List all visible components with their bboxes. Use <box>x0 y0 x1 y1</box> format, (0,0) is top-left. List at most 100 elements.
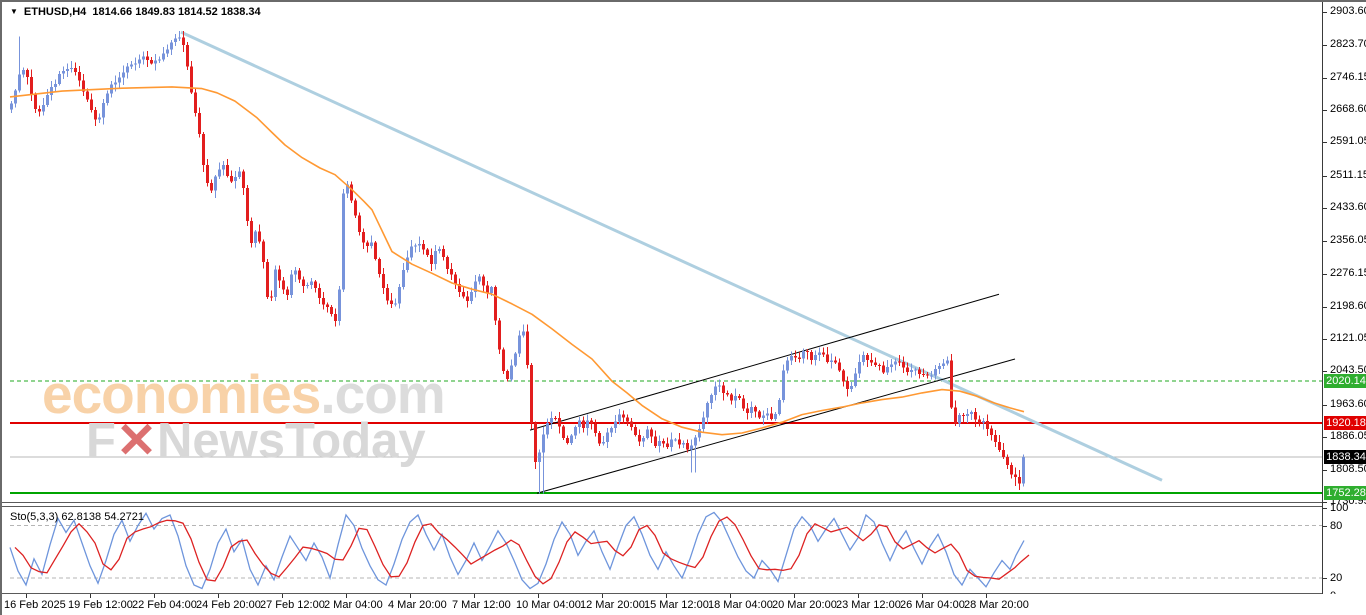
candle <box>82 73 85 96</box>
candle <box>66 63 69 77</box>
candle <box>570 434 573 445</box>
time-axis[interactable]: 16 Feb 2025 19 Feb 12:00 22 Feb 04:00 24 Fe… <box>2 594 1366 615</box>
price-axis-tick <box>1323 142 1327 143</box>
candle <box>470 287 473 304</box>
candle <box>370 235 373 249</box>
time-axis-tick <box>410 594 411 598</box>
candle <box>822 347 825 358</box>
time-axis-label: 2 Mar 04:00 <box>324 599 383 611</box>
pane-divider-top[interactable] <box>2 502 1366 503</box>
time-axis-label: 24 Feb 20:00 <box>196 599 261 611</box>
price-axis-tick <box>1323 470 1327 471</box>
candle <box>622 410 625 425</box>
candle <box>318 283 321 304</box>
price-axis-label: 2591.05 <box>1330 135 1366 147</box>
candle <box>310 277 313 290</box>
time-axis-tick <box>282 594 283 598</box>
candle <box>986 414 989 436</box>
candle <box>542 427 545 494</box>
time-axis-tick <box>218 594 219 598</box>
candle <box>30 69 33 101</box>
candle <box>782 364 785 403</box>
candle <box>938 362 941 375</box>
candle <box>690 439 693 473</box>
price-axis-tick <box>1323 502 1327 503</box>
time-axis-label: 26 Mar 04:00 <box>900 599 965 611</box>
candle <box>94 106 97 126</box>
candle <box>698 424 701 442</box>
candle <box>338 285 341 326</box>
candle <box>694 434 697 473</box>
candle <box>22 67 25 78</box>
price-axis-label: 2198.60 <box>1330 300 1366 312</box>
candle <box>794 350 797 362</box>
candle <box>242 169 245 195</box>
candle <box>982 418 985 430</box>
stochastic-indicator-pane[interactable]: Sto(5,3,3) 62.8138 54.2721 <box>2 507 1366 593</box>
candle <box>450 263 453 280</box>
chart-dropdown-icon[interactable]: ▼ <box>10 7 18 16</box>
candle <box>186 41 189 70</box>
price-axis-label: 2121.05 <box>1330 332 1366 344</box>
candle <box>226 158 229 178</box>
candle <box>978 415 981 427</box>
candle <box>118 72 121 89</box>
candle <box>674 437 677 442</box>
main-chart-pane[interactable]: economies.com F✕NewsToday ▼ ETHUSD,H4 181… <box>2 2 1366 502</box>
price-axis-tick <box>1323 208 1327 209</box>
price-axis-label: 2043.50 <box>1330 364 1366 376</box>
candle <box>250 217 253 248</box>
candle <box>390 293 393 308</box>
candle <box>926 372 929 379</box>
candle <box>130 61 133 70</box>
candle <box>910 363 913 378</box>
candle <box>246 184 249 227</box>
pane-divider-bottom[interactable] <box>2 506 1366 507</box>
candle <box>770 406 773 421</box>
candle <box>334 308 337 327</box>
candle <box>446 255 449 274</box>
price-axis-tick <box>1323 339 1327 340</box>
candle <box>810 349 813 365</box>
candle <box>418 236 421 253</box>
chart-title: ▼ ETHUSD,H4 1814.66 1849.83 1814.52 1838.… <box>10 6 261 18</box>
stochastic-canvas <box>9 511 1322 590</box>
candle <box>18 36 21 93</box>
candle <box>254 230 257 248</box>
time-axis-label: 7 Mar 12:00 <box>452 599 511 611</box>
candle <box>990 425 993 441</box>
candle <box>598 431 601 446</box>
chart-canvas[interactable] <box>2 2 1322 502</box>
candle <box>1002 442 1005 460</box>
candle <box>162 47 165 62</box>
candle <box>590 418 593 430</box>
candle <box>894 358 897 371</box>
price-axis-tick <box>1323 45 1327 46</box>
candle <box>530 362 533 430</box>
candle <box>886 360 889 375</box>
candle <box>290 270 293 298</box>
sto-axis-tick <box>1323 578 1327 579</box>
price-axis-tick <box>1323 110 1327 111</box>
candle <box>326 302 329 313</box>
candle <box>294 267 297 282</box>
time-axis-tick <box>346 594 347 598</box>
price-axis-label: 1886.05 <box>1330 430 1366 442</box>
price-axis-separator <box>1322 2 1323 594</box>
price-axis[interactable]: 2903.60 2823.70 2746.15 2668.60 2591.05 2511.… <box>1323 2 1366 602</box>
candle <box>790 351 793 366</box>
time-axis-tick <box>154 594 155 598</box>
candle <box>946 356 949 366</box>
candle <box>402 263 405 290</box>
price-axis-label: 2276.15 <box>1330 267 1366 279</box>
candle <box>410 240 413 261</box>
candle <box>890 358 893 373</box>
candle <box>950 354 953 409</box>
candle <box>662 438 665 448</box>
candle <box>706 401 709 424</box>
candle <box>142 51 145 65</box>
candle <box>534 421 537 470</box>
price-axis-label: 1963.60 <box>1330 398 1366 410</box>
indicator-label: Sto(5,3,3) 62.8138 54.2721 <box>10 511 144 523</box>
